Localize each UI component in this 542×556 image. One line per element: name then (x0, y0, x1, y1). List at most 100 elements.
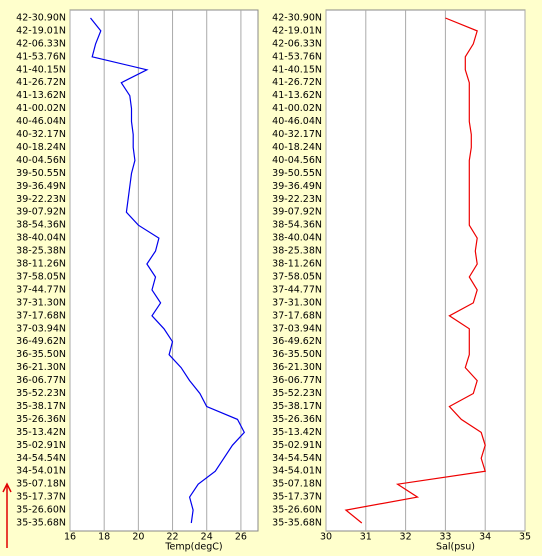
y-tick-label: 41-00.02N (272, 103, 322, 114)
y-tick-label: 41-26.72N (16, 77, 66, 88)
y-tick-label: 40-18.24N (272, 142, 322, 153)
y-tick-label: 41-40.15N (272, 64, 322, 75)
y-tick-label: 39-22.23N (16, 194, 66, 205)
y-tick-label: 35-02.91N (16, 440, 66, 451)
x-tick-label: 35 (519, 532, 531, 543)
y-tick-label: 35-07.18N (16, 479, 66, 490)
y-tick-label: 38-25.38N (272, 246, 322, 257)
y-tick-label: 36-06.77N (16, 375, 66, 386)
y-tick-label: 37-03.94N (272, 323, 322, 334)
x-axis-label: Temp(degC) (164, 542, 222, 553)
y-tick-label: 35-26.36N (272, 414, 322, 425)
y-tick-label: 41-13.62N (272, 90, 322, 101)
y-tick-label: 37-31.30N (272, 297, 322, 308)
y-tick-label: 35-17.37N (272, 492, 322, 503)
profile-line (344, 17, 486, 524)
y-tick-label: 40-46.04N (272, 116, 322, 127)
y-tick-label: 35-07.18N (272, 479, 322, 490)
y-tick-label: 35-38.17N (16, 401, 66, 412)
y-tick-label: 35-26.60N (16, 505, 66, 516)
y-tick-label: 36-21.30N (16, 362, 66, 373)
y-tick-label: 37-58.05N (16, 271, 66, 282)
y-tick-label: 35-13.42N (16, 427, 66, 438)
arrow-head (2, 482, 12, 493)
y-tick-label: 41-40.15N (16, 64, 66, 75)
y-tick-label: 38-11.26N (16, 259, 66, 270)
y-tick-label: 35-52.23N (16, 388, 66, 399)
x-tick-label: 34 (479, 532, 491, 543)
y-tick-label: 42-19.01N (272, 25, 322, 36)
y-tick-label: 38-40.04N (272, 233, 322, 244)
x-tick-label: 31 (360, 532, 372, 543)
y-tick-label: 36-49.62N (272, 336, 322, 347)
y-tick-label: 35-26.60N (272, 505, 322, 516)
y-tick-label: 41-26.72N (272, 77, 322, 88)
x-tick-label: 33 (439, 532, 451, 543)
y-tick-label: 42-06.33N (16, 38, 66, 49)
y-tick-label: 36-21.30N (272, 362, 322, 373)
y-tick-label: 41-13.62N (16, 90, 66, 101)
y-tick-label: 37-44.77N (16, 284, 66, 295)
y-tick-label: 39-07.92N (272, 207, 322, 218)
x-tick-label: 32 (400, 532, 412, 543)
x-tick-label: 26 (235, 532, 247, 543)
y-tick-label: 38-40.04N (16, 233, 66, 244)
y-tick-label: 35-35.68N (272, 518, 322, 529)
y-tick-label: 42-19.01N (16, 25, 66, 36)
y-tick-label: 42-06.33N (272, 38, 322, 49)
y-tick-label: 38-11.26N (272, 259, 322, 270)
y-tick-label: 41-53.76N (16, 51, 66, 62)
y-tick-label: 37-44.77N (272, 284, 322, 295)
x-axis-label: Sal(psu) (436, 542, 475, 553)
y-tick-label: 39-36.49N (272, 181, 322, 192)
y-tick-label: 40-04.56N (272, 155, 322, 166)
y-tick-label: 35-02.91N (272, 440, 322, 451)
y-tick-label: 35-13.42N (272, 427, 322, 438)
x-tick-label: 22 (166, 532, 178, 543)
x-tick-label: 18 (98, 532, 110, 543)
y-tick-label: 42-30.90N (16, 13, 66, 24)
y-tick-label: 35-17.37N (16, 492, 66, 503)
y-tick-label: 35-35.68N (16, 518, 66, 529)
x-tick-label: 30 (320, 532, 332, 543)
y-tick-label: 37-17.68N (16, 310, 66, 321)
y-tick-label: 34-54.01N (272, 466, 322, 477)
y-tick-label: 34-54.54N (272, 453, 322, 464)
y-tick-label: 39-22.23N (272, 194, 322, 205)
y-tick-label: 36-49.62N (16, 336, 66, 347)
y-tick-label: 37-31.30N (16, 297, 66, 308)
y-tick-label: 42-30.90N (272, 13, 322, 24)
y-tick-label: 37-58.05N (272, 271, 322, 282)
y-tick-label: 36-35.50N (272, 349, 322, 360)
y-tick-label: 40-18.24N (16, 142, 66, 153)
y-tick-label: 39-50.55N (16, 168, 66, 179)
plot-area (69, 9, 259, 532)
y-tick-label: 39-07.92N (16, 207, 66, 218)
y-tick-label: 39-36.49N (16, 181, 66, 192)
y-tick-label: 37-17.68N (272, 310, 322, 321)
y-tick-label: 39-50.55N (272, 168, 322, 179)
y-tick-label: 41-53.76N (272, 51, 322, 62)
x-tick-label: 16 (64, 532, 76, 543)
y-tick-label: 40-32.17N (272, 129, 322, 140)
y-tick-label: 40-04.56N (16, 155, 66, 166)
y-tick-label: 40-46.04N (16, 116, 66, 127)
y-tick-label: 38-25.38N (16, 246, 66, 257)
y-tick-label: 35-38.17N (272, 401, 322, 412)
y-tick-label: 36-06.77N (272, 375, 322, 386)
y-tick-label: 35-26.36N (16, 414, 66, 425)
y-tick-label: 38-54.36N (16, 220, 66, 231)
y-tick-label: 38-54.36N (272, 220, 322, 231)
y-tick-label: 41-00.02N (16, 103, 66, 114)
y-tick-label: 34-54.01N (16, 466, 66, 477)
profile-line (90, 17, 246, 524)
plot-area (325, 9, 526, 532)
y-tick-label: 35-52.23N (272, 388, 322, 399)
x-tick-label: 20 (132, 532, 144, 543)
x-tick-label: 24 (201, 532, 213, 543)
y-tick-label: 40-32.17N (16, 129, 66, 140)
y-tick-label: 36-35.50N (16, 349, 66, 360)
y-tick-label: 34-54.54N (16, 453, 66, 464)
